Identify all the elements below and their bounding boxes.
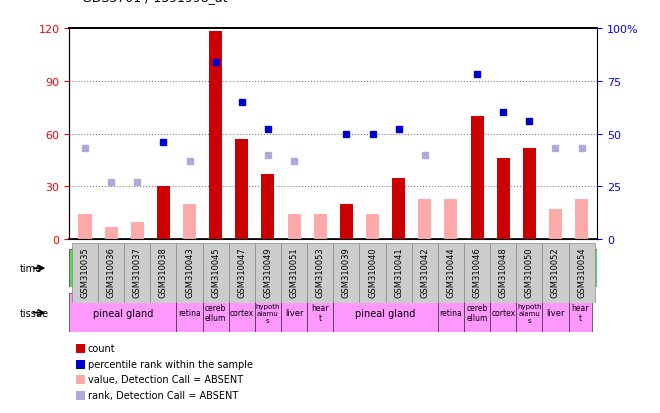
Bar	[516, 293, 543, 332]
Text: hear
t: hear t	[312, 303, 329, 323]
Bar	[333, 293, 438, 332]
Bar	[281, 244, 307, 304]
Text: retina: retina	[440, 309, 462, 317]
Text: GSM310041: GSM310041	[394, 247, 403, 297]
Bar	[176, 293, 203, 332]
Bar	[444, 199, 457, 240]
Text: percentile rank within the sample: percentile rank within the sample	[88, 359, 253, 369]
Bar	[203, 244, 229, 304]
Bar	[471, 116, 484, 240]
Bar	[418, 199, 432, 240]
Text: hypoth
alamu
s: hypoth alamu s	[517, 303, 542, 323]
Bar	[229, 244, 255, 304]
Text: mid-day (ZT9): mid-day (ZT9)	[162, 263, 241, 273]
Bar	[333, 250, 597, 287]
Text: GSM310053: GSM310053	[315, 247, 325, 297]
Text: rank, Detection Call = ABSENT: rank, Detection Call = ABSENT	[88, 390, 238, 400]
Text: cereb
ellum: cereb ellum	[205, 303, 226, 323]
Text: GSM310046: GSM310046	[473, 247, 482, 297]
Text: GSM310054: GSM310054	[577, 247, 586, 297]
Text: cereb
ellum: cereb ellum	[467, 303, 488, 323]
Text: cortex: cortex	[230, 309, 254, 317]
Text: GSM310035: GSM310035	[81, 247, 90, 297]
Bar	[261, 175, 275, 240]
Bar	[464, 244, 490, 304]
Bar	[72, 244, 98, 304]
Bar	[150, 244, 176, 304]
Bar	[157, 187, 170, 240]
Bar	[255, 293, 281, 332]
Bar	[229, 293, 255, 332]
Text: GSM310048: GSM310048	[499, 247, 508, 297]
Text: GSM310051: GSM310051	[290, 247, 298, 297]
Text: GSM310043: GSM310043	[185, 247, 194, 297]
Text: pineal gland: pineal gland	[355, 308, 416, 318]
Bar	[385, 244, 412, 304]
Text: hypoth
alamu
s: hypoth alamu s	[255, 303, 280, 323]
Bar	[438, 293, 464, 332]
Bar	[490, 293, 516, 332]
Text: GDS3701 / 1391998_at: GDS3701 / 1391998_at	[82, 0, 228, 4]
Bar	[314, 215, 327, 240]
Bar	[124, 244, 150, 304]
Text: cortex: cortex	[491, 309, 515, 317]
Bar	[412, 244, 438, 304]
Bar	[69, 293, 176, 332]
Bar	[438, 244, 464, 304]
Bar	[333, 244, 360, 304]
Text: hear
t: hear t	[572, 303, 589, 323]
Text: GSM310042: GSM310042	[420, 247, 429, 297]
Bar	[98, 244, 124, 304]
Bar	[131, 222, 144, 240]
Text: GSM310036: GSM310036	[107, 247, 115, 297]
Bar	[209, 33, 222, 240]
Text: GSM310052: GSM310052	[551, 247, 560, 297]
Bar	[176, 244, 203, 304]
Bar	[288, 215, 300, 240]
Text: GSM310037: GSM310037	[133, 247, 142, 297]
Bar	[464, 293, 490, 332]
Text: GSM310038: GSM310038	[159, 247, 168, 297]
Bar	[366, 215, 379, 240]
Text: liver: liver	[285, 309, 304, 317]
Bar	[235, 140, 248, 240]
Text: time: time	[20, 263, 42, 273]
Text: GSM310047: GSM310047	[238, 247, 246, 297]
Text: liver: liver	[546, 309, 565, 317]
Bar	[307, 244, 333, 304]
Text: count: count	[88, 343, 115, 353]
Bar	[307, 293, 333, 332]
Bar	[104, 227, 117, 240]
Text: tissue: tissue	[20, 308, 49, 318]
Text: GSM310040: GSM310040	[368, 247, 377, 297]
Bar	[575, 199, 588, 240]
Bar	[490, 244, 516, 304]
Text: GSM310044: GSM310044	[446, 247, 455, 297]
Bar	[69, 250, 333, 287]
Bar	[543, 293, 568, 332]
Bar	[183, 204, 196, 240]
Bar	[543, 244, 568, 304]
Bar	[568, 293, 592, 332]
Bar	[281, 293, 307, 332]
Bar	[79, 215, 92, 240]
Bar	[255, 244, 281, 304]
Text: midnight (ZT19): midnight (ZT19)	[420, 263, 511, 273]
Bar	[203, 293, 229, 332]
Bar	[568, 244, 595, 304]
Text: GSM310045: GSM310045	[211, 247, 220, 297]
Bar	[549, 210, 562, 240]
Text: retina: retina	[178, 309, 201, 317]
Text: pineal gland: pineal gland	[92, 308, 153, 318]
Bar	[340, 204, 353, 240]
Text: GSM310039: GSM310039	[342, 247, 351, 297]
Text: value, Detection Call = ABSENT: value, Detection Call = ABSENT	[88, 375, 243, 385]
Bar	[523, 148, 536, 240]
Text: GSM310050: GSM310050	[525, 247, 534, 297]
Bar	[497, 159, 510, 240]
Text: GSM310049: GSM310049	[263, 247, 273, 297]
Bar	[516, 244, 543, 304]
Bar	[360, 244, 385, 304]
Bar	[392, 178, 405, 240]
